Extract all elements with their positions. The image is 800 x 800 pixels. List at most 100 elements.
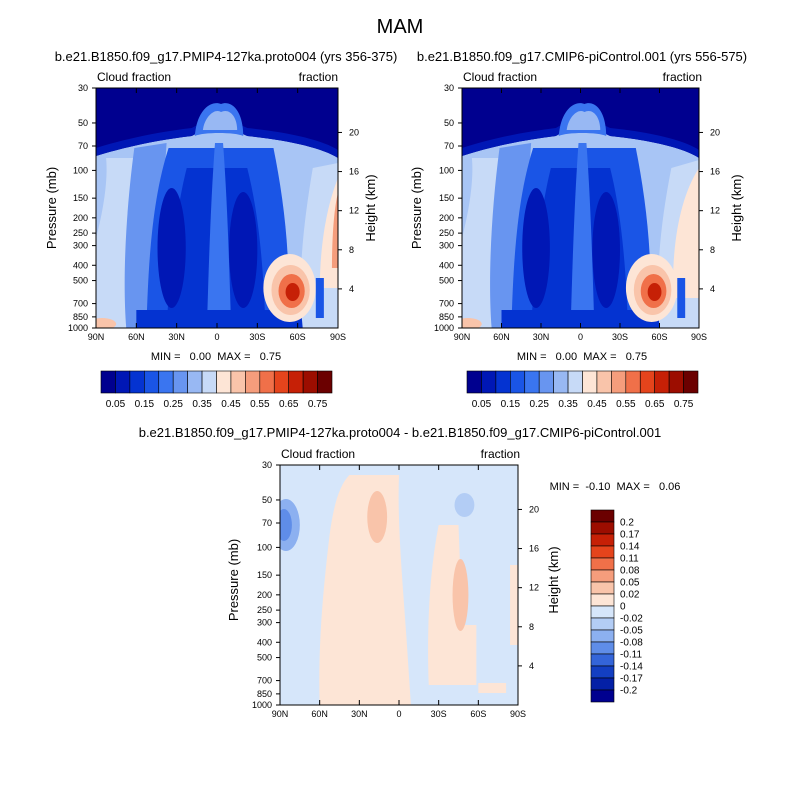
colorbar-swatch (590, 665, 615, 679)
y-tick-label: 200 (257, 590, 272, 600)
colorbar-label: 0.05 (106, 399, 126, 410)
colorbar-label: -0.17 (620, 674, 643, 685)
panel-1-title: b.e21.B1850.f09_g17.PMIP4-127ka.proto004… (55, 49, 398, 64)
colorbar-label: -0.14 (620, 662, 643, 673)
colorbar-swatch (611, 370, 627, 394)
y-tick-label: 100 (257, 542, 272, 552)
y-tick-label: 300 (73, 241, 88, 251)
colorbar-label: 0.14 (620, 542, 640, 553)
colorbar-label: 0.55 (250, 399, 270, 410)
panel-2-title: b.e21.B1850.f09_g17.CMIP6-piControl.001 … (417, 49, 747, 64)
y-tick-label: 250 (73, 228, 88, 238)
y-tick-label: 150 (257, 570, 272, 580)
contour-equatorial-column (570, 143, 595, 328)
contour-storm-core (285, 283, 300, 301)
y-tick-label: 30 (78, 83, 88, 93)
x-tick-label: 0 (214, 332, 219, 342)
contour-surface-layer (501, 310, 670, 328)
y-tick-label: 850 (257, 689, 272, 699)
colorbar-swatch (596, 370, 612, 394)
contour-peach-central (319, 475, 411, 705)
colorbar-swatch (590, 689, 615, 703)
y-tick-label: 30 (444, 83, 454, 93)
colorbar-swatch (259, 370, 275, 394)
colorbar-label: 0 (620, 602, 626, 613)
x-tick-label: 60N (128, 332, 145, 342)
y-tick-label: 850 (439, 312, 454, 322)
panel-1-contour-field (96, 88, 338, 328)
colorbar-swatch (567, 370, 583, 394)
colorbar-swatch (538, 370, 554, 394)
panel-diff-colorbar: 0.20.170.140.110.080.050.020-0.02-0.05-0… (590, 509, 643, 703)
height-tick-label: 4 (710, 284, 715, 294)
colorbar-swatch (273, 370, 289, 394)
colorbar-swatch (654, 370, 670, 394)
y-tick-label: 500 (73, 276, 88, 286)
y-tick-label: 1000 (434, 323, 454, 333)
colorbar-swatch (590, 545, 615, 559)
y-tick-label: 150 (73, 193, 88, 203)
colorbar-swatch (495, 370, 511, 394)
panel-1-ylabel: Pressure (mb) (44, 167, 59, 249)
panel-2-colorbar: 0.05 0.15 0.25 0.35 0.45 0.55 0.65 0.75 (466, 370, 699, 410)
height-tick-label: 8 (710, 245, 715, 255)
colorbar-swatch (216, 370, 232, 394)
colorbar-swatch (625, 370, 641, 394)
colorbar-label: -0.2 (620, 686, 638, 697)
colorbar-label: 0.45 (221, 399, 241, 410)
height-tick-label: 12 (529, 583, 539, 593)
contour-blue-upper-north-core (280, 509, 292, 541)
contour-peach-pocket-south (452, 559, 469, 631)
contour-tropical-dome-inner (566, 110, 601, 130)
colorbar-swatch (245, 370, 261, 394)
contour-core-north (522, 188, 550, 308)
panel-diff-ylabel: Pressure (mb) (226, 539, 241, 621)
colorbar-swatch (590, 617, 615, 631)
colorbar-swatch (201, 370, 217, 394)
x-tick-label: 90N (454, 332, 471, 342)
colorbar-label: 0.75 (308, 399, 328, 410)
y-tick-label: 700 (439, 299, 454, 309)
colorbar-swatch (590, 629, 615, 643)
x-tick-label: 60N (311, 709, 328, 719)
x-tick-label: 60S (290, 332, 306, 342)
colorbar-label: 0.25 (529, 399, 549, 410)
height-tick-label: 12 (349, 206, 359, 216)
panel-diff-left-label: Cloud fraction (281, 447, 355, 461)
x-tick-label: 30S (431, 709, 447, 719)
colorbar-label: 0.65 (645, 399, 665, 410)
y-tick-label: 100 (439, 165, 454, 175)
contour-core-north (157, 188, 186, 308)
colorbar-label: 0.17 (620, 530, 640, 541)
height-tick-label: 4 (349, 284, 354, 294)
colorbar-swatch (158, 370, 174, 394)
panel-2: b.e21.B1850.f09_g17.CMIP6-piControl.001 … (409, 49, 747, 410)
colorbar-label: 0.55 (616, 399, 636, 410)
panel-1-height-ticks: 20 16 12 8 4 (338, 127, 359, 294)
colorbar-label: 0.15 (501, 399, 521, 410)
height-tick-label: 20 (710, 127, 720, 137)
y-tick-label: 70 (78, 141, 88, 151)
contour-surface-peach (462, 318, 482, 328)
colorbar-swatch (510, 370, 526, 394)
y-tick-label: 400 (73, 260, 88, 270)
panel-2-height-ticks: 20 16 12 8 4 (699, 127, 720, 294)
x-tick-label: 30N (533, 332, 550, 342)
panel-1-colorbar: 0.05 0.15 0.25 0.35 0.45 0.55 0.65 0.75 (100, 370, 333, 410)
panel-1-left-label: Cloud fraction (97, 70, 171, 84)
colorbar-label: 0.35 (192, 399, 212, 410)
x-tick-label: 90S (330, 332, 346, 342)
x-tick-label: 30N (351, 709, 368, 719)
height-tick-label: 12 (710, 206, 720, 216)
y-tick-label: 700 (257, 676, 272, 686)
colorbar-label: 0.25 (163, 399, 183, 410)
colorbar-swatch (115, 370, 131, 394)
height-tick-label: 4 (529, 661, 534, 671)
colorbar-label: -0.05 (620, 626, 643, 637)
y-tick-label: 500 (257, 653, 272, 663)
colorbar-swatch (302, 370, 318, 394)
colorbar-swatch (668, 370, 684, 394)
colorbar-swatch (590, 509, 615, 523)
